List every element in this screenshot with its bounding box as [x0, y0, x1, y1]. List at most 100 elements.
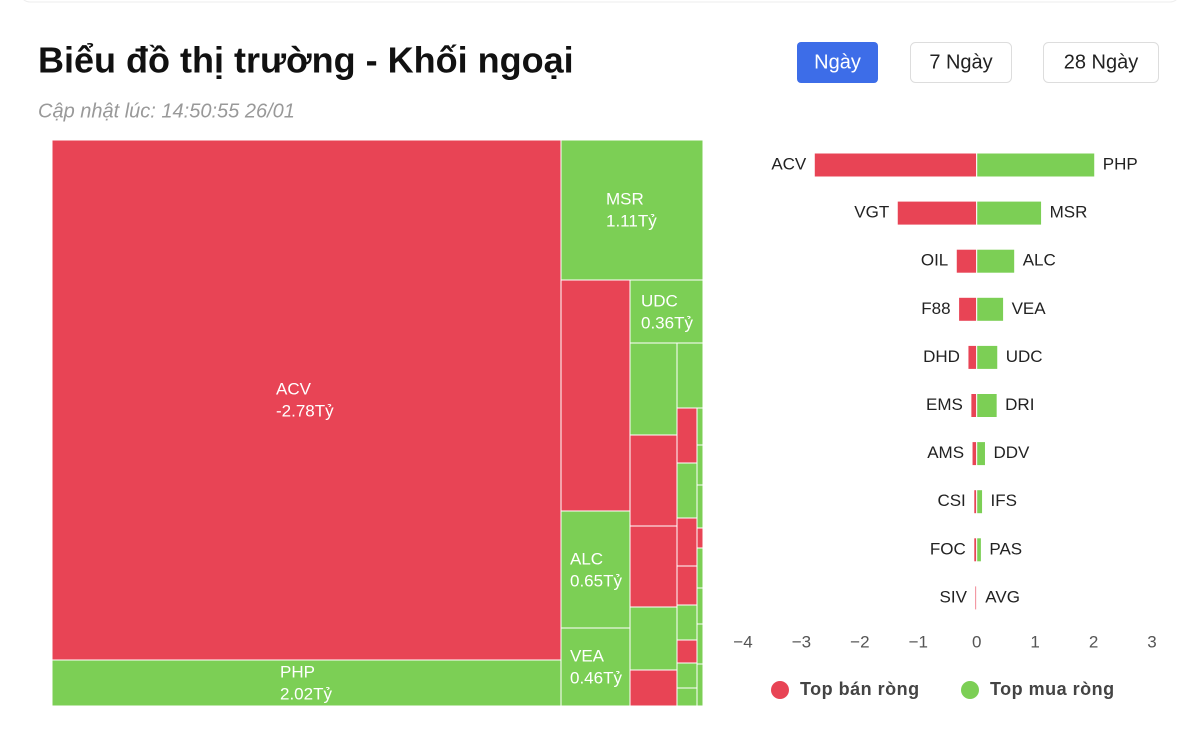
- bar-label: EMS: [926, 395, 963, 414]
- tile: [696, 484, 704, 529]
- x-tick-label: −1: [909, 632, 928, 651]
- tile: [676, 604, 698, 641]
- tab-bg[interactable]: [910, 42, 1012, 83]
- bar: [976, 537, 982, 563]
- bar: [813, 152, 978, 178]
- page-title: Biểu đồ thị trường - Khối ngoại: [38, 40, 574, 81]
- tile: [696, 407, 704, 446]
- bar-label: OIL: [921, 251, 948, 270]
- tile-value: 2.02Tỷ: [280, 684, 332, 703]
- x-tick-label: 0: [972, 632, 981, 651]
- tile-name: UDC: [641, 291, 678, 310]
- bar-label: FOC: [930, 539, 966, 558]
- bar-label: MSR: [1050, 203, 1088, 222]
- tab-28day[interactable]: 28 Ngày: [1043, 42, 1159, 83]
- tile: [696, 527, 704, 549]
- x-tick-label: 1: [1030, 632, 1039, 651]
- x-tick-label: 3: [1147, 632, 1156, 651]
- bar: [976, 296, 1005, 322]
- legend-label: Top mua ròng: [990, 679, 1115, 699]
- bar-label: PAS: [989, 539, 1022, 558]
- tile: [629, 342, 678, 436]
- bar: [976, 585, 978, 611]
- tile: [676, 662, 698, 689]
- tile-value: 0.36Tỷ: [641, 313, 693, 332]
- bar: [958, 296, 978, 322]
- bar: [976, 344, 999, 370]
- tab-label[interactable]: 7 Ngày: [929, 51, 992, 73]
- bar: [955, 248, 978, 274]
- bar-label: PHP: [1103, 154, 1138, 173]
- x-tick-label: −2: [850, 632, 869, 651]
- tab-bg[interactable]: [797, 42, 878, 83]
- x-tick-label: −3: [792, 632, 811, 651]
- tile: [696, 623, 704, 665]
- legend-marker: [961, 681, 979, 699]
- bar-label: CSI: [937, 491, 965, 510]
- tile: [629, 525, 678, 608]
- updated-time: Cập nhật lúc: 14:50:55 26/01: [38, 100, 295, 122]
- x-tick-label: 2: [1089, 632, 1098, 651]
- tile: [676, 462, 698, 519]
- bar: [976, 393, 998, 418]
- tile: [560, 627, 631, 707]
- tile: [676, 639, 698, 664]
- bar: [971, 441, 978, 467]
- bar-label: AMS: [927, 443, 964, 462]
- tile: [629, 279, 704, 344]
- tile: [560, 279, 631, 512]
- bar-label: VGT: [854, 203, 889, 222]
- treemap: ACV -2.78Tỷ PHP 2.02Tỷ MSR 1.11Tỷ ALC 0.65Tỷ VEA…: [51, 139, 704, 707]
- tile: [676, 517, 698, 567]
- bar-label: DDV: [993, 443, 1030, 462]
- tile: [696, 587, 704, 625]
- tab-label[interactable]: Ngày: [814, 51, 861, 73]
- bar-label: AVG: [985, 587, 1020, 606]
- bar-label: IFS: [991, 491, 1017, 510]
- tile-name: MSR: [606, 189, 644, 208]
- tile-name: PHP: [280, 662, 315, 681]
- tile-name: ACV: [276, 379, 312, 398]
- tile: [696, 547, 704, 589]
- tile: [629, 606, 678, 671]
- tile: [560, 139, 704, 281]
- bar: [976, 248, 1016, 274]
- legend-marker: [771, 681, 789, 699]
- tab-bg[interactable]: [1043, 42, 1159, 83]
- tile-name: ALC: [570, 549, 603, 568]
- tile: [51, 139, 562, 661]
- tile: [560, 510, 631, 629]
- bar: [976, 200, 1043, 226]
- tile: [629, 434, 678, 527]
- tile: [676, 342, 704, 409]
- bar-label: ALC: [1023, 251, 1056, 270]
- bar: [967, 344, 978, 370]
- bar-label: UDC: [1006, 347, 1043, 366]
- bar-label: DHD: [923, 347, 960, 366]
- tab-label[interactable]: 28 Ngày: [1064, 51, 1139, 73]
- bar-label: ACV: [771, 154, 807, 173]
- tab-day[interactable]: Ngày: [797, 42, 878, 83]
- tile-value: 0.46Tỷ: [570, 668, 622, 687]
- bar: [976, 152, 1096, 178]
- tile: [696, 444, 704, 486]
- bar-label: DRI: [1005, 395, 1034, 414]
- bar: [976, 441, 986, 467]
- x-tick-label: −4: [733, 632, 752, 651]
- bar-label: F88: [921, 299, 950, 318]
- tile-value: 0.65Tỷ: [570, 571, 622, 590]
- tile-value: 1.11Tỷ: [606, 211, 657, 230]
- tile-name: VEA: [570, 646, 605, 665]
- tile: [676, 565, 698, 606]
- tab-7day[interactable]: 7 Ngày: [910, 42, 1012, 83]
- bar: [970, 393, 978, 418]
- tile: [676, 407, 698, 464]
- tile: [629, 669, 678, 707]
- bar-chart: −4 −3 −2 −1 0 1 2 3 ACV VGT OIL F88 DHD EMS AMS CSI FOC S…: [733, 152, 1157, 699]
- tile: [676, 687, 698, 707]
- bar: [976, 489, 984, 515]
- bar: [896, 200, 978, 226]
- top-card: [23, 0, 1177, 3]
- tile: [696, 663, 704, 707]
